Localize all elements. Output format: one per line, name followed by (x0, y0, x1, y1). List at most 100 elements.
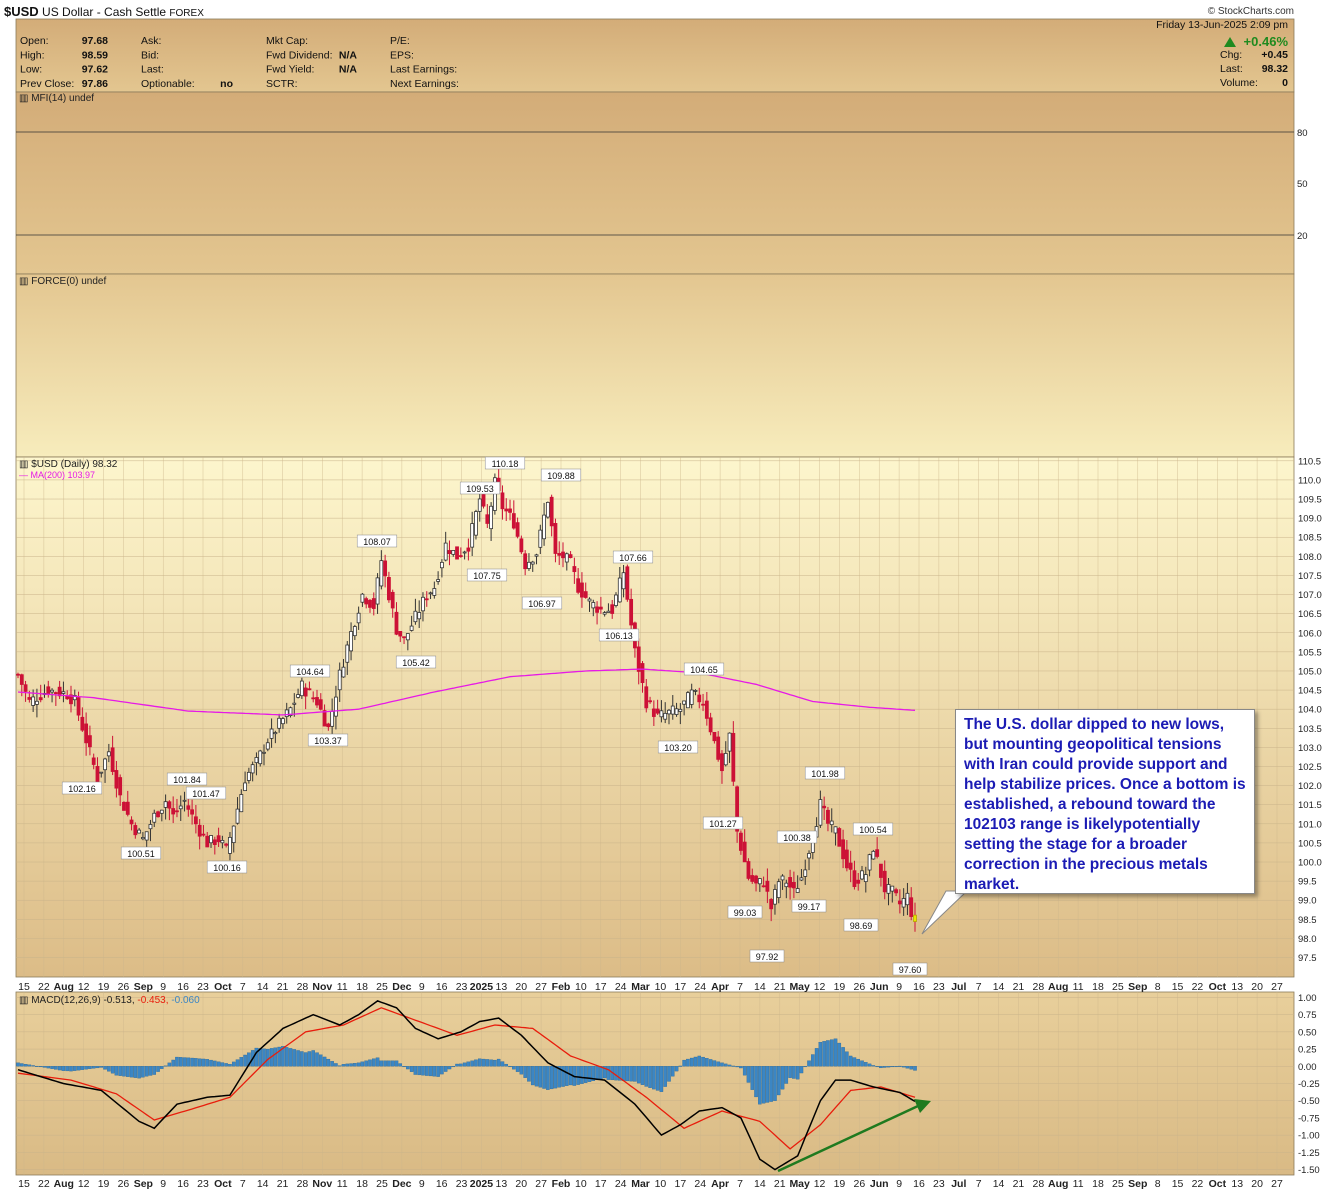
candle-body (186, 805, 191, 810)
candle-body (761, 885, 766, 888)
candle-body (23, 684, 28, 692)
candle-body (856, 879, 861, 884)
x-tick-label: Jun (870, 981, 889, 993)
peak-label-box (166, 772, 208, 786)
candle-body (356, 612, 361, 624)
peak-labels: 102.16 100.51 101.84 101.47 100.16 104.64 103.… (61, 456, 928, 976)
candle-body (27, 697, 32, 700)
quote-last: 98.32 (1262, 63, 1288, 75)
candle-body (833, 826, 838, 834)
peak-label-box (395, 655, 437, 669)
x-tick-label: 14 (754, 981, 766, 993)
x-tick-label: Sep (134, 1178, 153, 1190)
quote-pct-change: +0.46% (1244, 34, 1289, 49)
candle-body (780, 875, 785, 881)
histogram-bar (546, 1066, 550, 1090)
candle-body (727, 732, 732, 752)
quote-pe-label: P/E: (390, 35, 410, 47)
histogram-bar (576, 1066, 580, 1085)
x-tick-label: Mar (631, 1178, 650, 1190)
candle-body (829, 820, 834, 826)
histogram-bar (288, 1048, 293, 1067)
peak-label-box (657, 740, 699, 754)
x-tick-label: Apr (711, 981, 729, 993)
price-tick: 98.5 (1298, 915, 1317, 926)
histogram-bar (860, 1060, 864, 1067)
peak-label-box (459, 481, 501, 495)
histogram-bar (406, 1066, 410, 1070)
x-tick-label: Aug (1048, 1178, 1068, 1190)
candle-body (178, 805, 183, 810)
candle-body (776, 881, 781, 898)
x-tick-label: 20 (1251, 981, 1263, 993)
candle-body (561, 551, 565, 559)
macd-tick: 0.50 (1298, 1027, 1317, 1038)
candle-body (826, 809, 830, 824)
candle-body (765, 880, 770, 892)
price-tick: 108.5 (1298, 533, 1322, 544)
histogram-bar (409, 1066, 414, 1072)
histogram-bar (636, 1066, 641, 1084)
peak-label: 99.17 (798, 902, 821, 912)
histogram-bar (80, 1066, 85, 1070)
candle-body (443, 542, 448, 561)
candle-body (216, 835, 221, 843)
candle-body (72, 695, 77, 701)
candle-body (769, 899, 774, 910)
x-tick-label: 17 (595, 1178, 607, 1190)
candle-body (735, 786, 740, 832)
histogram-bar (387, 1060, 391, 1067)
peak-label-box (702, 816, 744, 830)
candle-body (489, 505, 494, 530)
peak-label: 109.53 (466, 484, 494, 494)
histogram-bar (686, 1058, 690, 1067)
candle-body (723, 753, 728, 766)
histogram-bar (148, 1066, 153, 1076)
candle-body (398, 631, 403, 637)
candle-body (534, 554, 539, 557)
histogram-bar (508, 1066, 512, 1068)
candle-body (651, 708, 656, 717)
histogram-bar (88, 1066, 92, 1069)
quote-volume-label: Volume: (1220, 77, 1258, 89)
histogram-bar (829, 1039, 834, 1067)
peak-label-box (540, 468, 582, 482)
instrument-name: US Dollar - Cash Settle (42, 5, 167, 19)
candle-body (383, 560, 388, 577)
x-tick-label: 8 (1155, 1178, 1161, 1190)
quote-nextearn-label: Next Earnings: (390, 78, 459, 90)
candle-body (871, 850, 876, 860)
x-tick-label: 21 (774, 981, 786, 993)
histogram-bar (61, 1066, 66, 1071)
histogram-bar (867, 1063, 872, 1067)
x-tick-label: Sep (1128, 981, 1147, 993)
x-tick-label: 22 (38, 1178, 50, 1190)
x-tick-label: 16 (436, 981, 448, 993)
histogram-bar (42, 1066, 47, 1068)
candle-body (394, 611, 399, 635)
histogram-bar (35, 1065, 39, 1067)
x-tick-label: 26 (118, 981, 130, 993)
histogram-bar (163, 1065, 168, 1067)
candle-body (905, 892, 910, 906)
histogram-bar (841, 1047, 845, 1067)
macd-tick: -0.75 (1298, 1113, 1320, 1124)
histogram-bar (886, 1066, 891, 1068)
candle-body (674, 708, 679, 715)
x-axis-lower: 15 22 Aug 12 19 26 Sep 9 16 23 Oct 7 14 21 28 Nov 11 18 25… (18, 1178, 1283, 1190)
x-tick-label: 25 (376, 981, 388, 993)
histogram-bar (31, 1065, 35, 1067)
histogram-bar (349, 1063, 353, 1067)
candle-body (587, 598, 592, 602)
candle-body (296, 694, 300, 698)
histogram-bar (512, 1066, 516, 1070)
histogram-bar (284, 1047, 289, 1067)
histogram-bar (69, 1066, 73, 1072)
candle-body (159, 809, 164, 814)
candle-body (197, 824, 202, 837)
histogram-bar (394, 1060, 399, 1067)
candle-body (171, 808, 176, 815)
histogram-bar (788, 1066, 792, 1078)
macd-tick: 0.00 (1298, 1062, 1317, 1073)
x-tick-label: 24 (615, 981, 627, 993)
